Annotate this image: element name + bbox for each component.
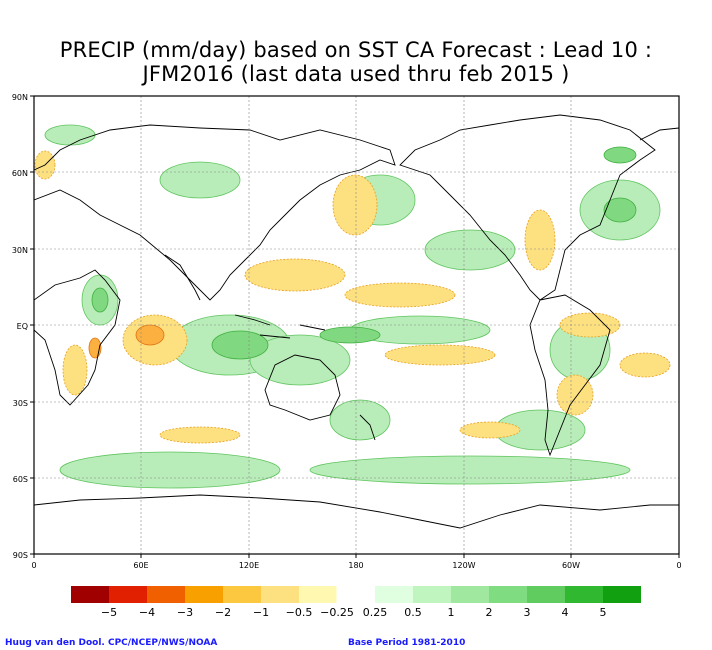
colorbar-swatch: [147, 586, 185, 603]
lon-label-60e: 60E: [133, 561, 148, 570]
lat-label-90s: 90S: [13, 551, 28, 560]
lon-label-60w: 60W: [562, 561, 580, 570]
map-title-line-2: JFM2016 (last data used thru feb 2015 ): [142, 62, 570, 86]
colorbar-label: −2: [215, 606, 231, 619]
colorbar-label: 1: [448, 606, 455, 619]
lat-label-30n: 30N: [12, 246, 28, 255]
colorbar-swatch: [299, 586, 337, 603]
coastlines: [34, 114, 679, 529]
lat-label-eq: EQ: [17, 322, 28, 331]
colorbar-label: −4: [139, 606, 155, 619]
colorbar-swatch: [527, 586, 565, 603]
colorbar-swatch: [336, 585, 376, 604]
colorbar-label: 4: [562, 606, 569, 619]
colorbar-label: 3: [524, 606, 531, 619]
lon-label-0-left: 0: [31, 561, 36, 570]
colorbar-swatch: [603, 586, 641, 603]
lat-label-60n: 60N: [12, 169, 28, 178]
colorbar-swatch: [109, 586, 147, 603]
colorbar-swatch: [565, 586, 603, 603]
colorbar-label: 2: [486, 606, 493, 619]
colorbar-swatch: [71, 586, 109, 603]
lon-label-120w: 120W: [452, 561, 475, 570]
lon-label-120e: 120E: [239, 561, 259, 570]
lon-label-0-right: 0: [676, 561, 681, 570]
lat-label-90n: 90N: [12, 93, 28, 102]
colorbar-swatch: [185, 586, 223, 603]
colorbar-swatch: [223, 586, 261, 603]
lat-label-30s: 30S: [13, 399, 28, 408]
colorbar-label: −0.5: [286, 606, 313, 619]
colorbar-label: 5: [600, 606, 607, 619]
colorbar-swatch: [489, 586, 527, 603]
map-title-line-1: PRECIP (mm/day) based on SST CA Forecast…: [59, 38, 653, 62]
graticule: [34, 96, 679, 554]
lat-label-60s: 60S: [13, 475, 28, 484]
colorbar-label: 0.25: [363, 606, 388, 619]
credit-text: Huug van den Dool. CPC/NCEP/NWS/NOAA: [5, 638, 218, 648]
base-period-text: Base Period 1981-2010: [348, 638, 466, 648]
colorbar-label: −1: [253, 606, 269, 619]
lon-label-180: 180: [348, 561, 363, 570]
precip-field: [34, 124, 671, 489]
colorbar-label: −5: [101, 606, 117, 619]
colorbar-label: −3: [177, 606, 193, 619]
colorbar-swatch: [451, 586, 489, 603]
colorbar-swatch: [375, 586, 413, 603]
colorbar-label: 0.5: [404, 606, 422, 619]
colorbar-swatch: [413, 586, 451, 603]
colorbar-label: −0.25: [320, 606, 354, 619]
colorbar: −5 −4 −3 −2 −1 −0.5 −0.25 0.25 0.5 1 2 3 4 5: [71, 585, 641, 619]
colorbar-swatch: [261, 586, 299, 603]
